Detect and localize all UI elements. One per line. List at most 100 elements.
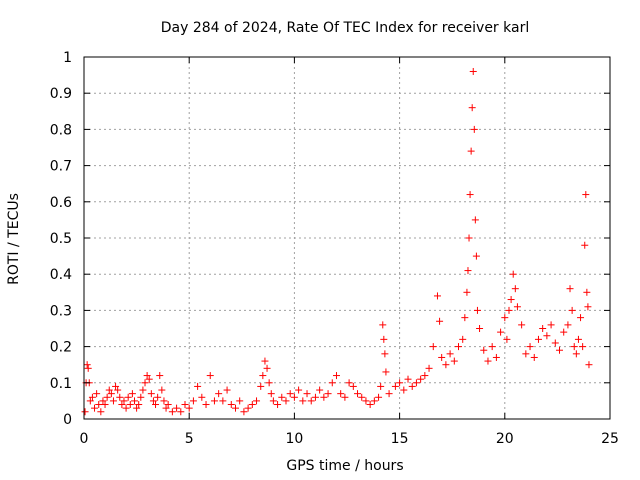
data-point [433,292,441,300]
data-point [126,401,134,409]
data-point [582,191,590,199]
data-point [290,393,298,401]
y-tick-label: 0 [63,412,72,428]
data-point [227,401,235,409]
data-point [299,397,307,405]
data-point [438,353,446,361]
data-point [463,288,471,296]
data-point [497,328,505,336]
data-point [282,397,290,405]
data-point [380,335,388,343]
data-point [145,375,153,383]
data-point [147,390,155,398]
data-point [469,67,477,75]
data-point [278,393,286,401]
data-point [526,343,534,351]
data-point [112,382,120,390]
data-point [442,361,450,369]
data-point [328,379,336,387]
data-point [152,401,160,409]
data-point [122,404,130,412]
data-point [468,104,476,112]
data-point [149,397,157,405]
data-point [109,397,117,405]
data-point [429,343,437,351]
data-point [164,401,172,409]
data-point [579,343,587,351]
data-point [210,397,218,405]
data-point [465,234,473,242]
data-point [177,408,185,416]
data-point [408,382,416,390]
chart-title: Day 284 of 2024, Rate Of TEC Index for r… [161,20,529,36]
data-point [421,372,429,380]
data-point [303,390,311,398]
data-point [446,350,454,358]
x-tick-label: 5 [185,431,194,447]
data-point [471,216,479,224]
data-point [105,386,113,394]
data-point [274,401,282,409]
data-point [269,397,277,405]
data-point [556,346,564,354]
data-point [202,401,210,409]
data-point [118,401,126,409]
data-point [455,343,463,351]
data-point [158,386,166,394]
y-tick-label: 0.8 [50,122,72,138]
data-point [124,393,132,401]
data-point [461,314,469,322]
data-point [137,393,145,401]
data-point [198,393,206,401]
data-point [377,382,385,390]
data-point [206,372,214,380]
data-point [509,270,517,278]
data-point [215,390,223,398]
data-point [484,357,492,365]
data-point [103,393,111,401]
data-point [503,335,511,343]
x-tick-label: 10 [285,431,303,447]
data-point [362,397,370,405]
data-point [337,390,345,398]
data-point [366,401,374,409]
data-point [570,343,578,351]
data-point [244,404,252,412]
data-point [581,241,589,249]
y-tick-label: 1 [63,50,72,66]
data-point [162,404,170,412]
data-point [173,404,181,412]
x-tick-label: 20 [496,431,514,447]
data-point [492,353,500,361]
data-point [551,339,559,347]
data-point [539,325,547,332]
data-point [577,314,585,322]
data-point [248,401,256,409]
data-point [400,386,408,394]
data-point [543,332,551,340]
data-point [99,397,107,405]
data-point [564,321,572,329]
y-tick-label: 0.7 [50,159,72,175]
data-point [141,379,149,387]
data-point [133,404,141,412]
data-point [84,364,92,372]
data-point [261,357,269,365]
x-axis-title: GPS time / hours [286,458,403,474]
data-point [267,390,275,398]
data-point [223,386,231,394]
data-point [585,361,593,369]
data-point [501,314,509,322]
y-tick-label: 0.1 [50,376,72,392]
data-point [311,393,319,401]
data-point [286,390,294,398]
y-tick-label: 0.9 [50,86,72,102]
data-point [534,335,542,343]
data-point [511,285,519,293]
data-point [382,368,390,376]
data-point [436,317,444,325]
data-point [507,296,515,304]
data-point [568,306,576,314]
data-point [459,335,467,343]
data-point [530,353,538,361]
